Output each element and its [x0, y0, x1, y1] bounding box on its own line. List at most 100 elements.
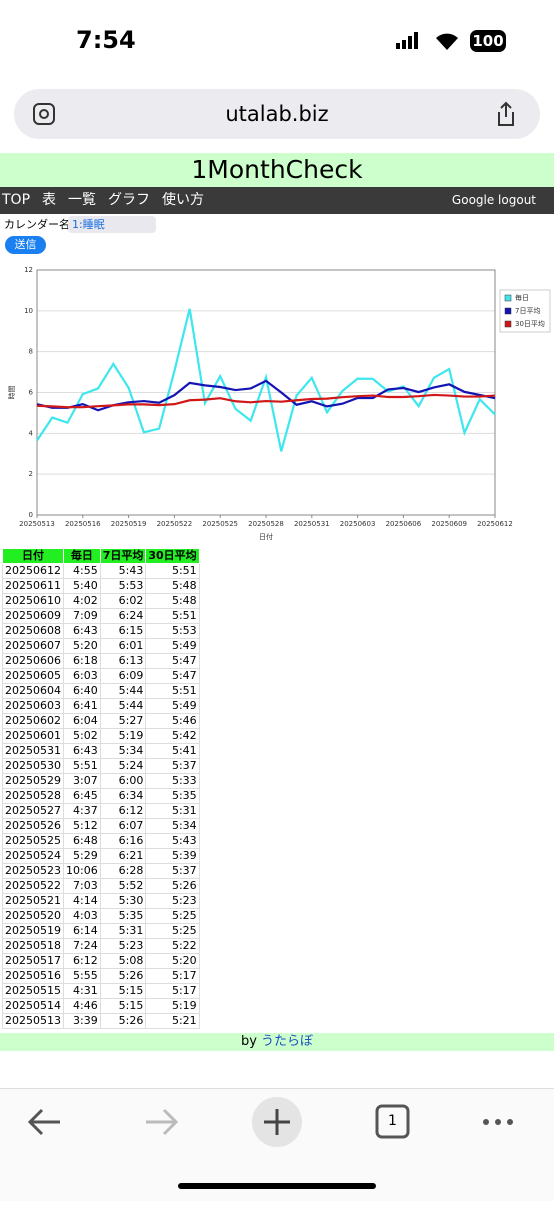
table-cell: 5:02 [63, 728, 101, 744]
table-cell: 6:02 [99, 593, 147, 609]
table-row: 20250518 7:24 5:23 5:22 [2, 938, 200, 954]
table-cell: 20250520 [2, 908, 64, 924]
data-table: 日付 毎日 7日平均 30日平均 20250612 4:55 5:43 5:51 2025061… [2, 548, 200, 1029]
table-cell: 3:07 [63, 773, 101, 789]
table-cell: 5:53 [145, 623, 200, 639]
table-cell: 5:22 [145, 938, 200, 954]
table-cell: 5:30 [99, 893, 147, 909]
table-row: 20250525 6:48 6:16 5:43 [2, 833, 200, 849]
table-cell: 6:00 [99, 773, 147, 789]
url[interactable]: utalab.biz [225, 102, 329, 126]
chart: 0 2 4 6 8 10 12 20250513 20250516 20250519 2025052… [8, 266, 551, 541]
table-cell: 5:34 [99, 743, 147, 759]
table-row: 20250609 7:09 6:24 5:51 [2, 608, 200, 624]
table-cell: 6:16 [99, 833, 147, 849]
table-cell: 20250517 [2, 953, 64, 969]
table-cell: 5:55 [63, 968, 101, 984]
table-cell: 5:47 [145, 668, 200, 684]
clock: 7:54 [76, 26, 136, 54]
table-cell: 5:47 [145, 653, 200, 669]
table-row: 20250601 5:02 5:19 5:42 [2, 728, 200, 744]
table-cell: 4:14 [63, 893, 101, 909]
table-cell: 5:40 [63, 578, 101, 594]
x-tick-label: 20250606 [386, 520, 422, 528]
table-cell: 20250513 [2, 1013, 64, 1029]
table-cell: 20250607 [2, 638, 64, 654]
table-row: 20250530 5:51 5:24 5:37 [2, 758, 200, 774]
table-row: 20250517 6:12 5:08 5:20 [2, 953, 200, 969]
submit-button[interactable]: 送信 [5, 236, 46, 254]
table-cell: 20250523 [2, 863, 64, 879]
table-cell: 5:48 [145, 593, 200, 609]
table-row: 20250516 5:55 5:26 5:17 [2, 968, 200, 984]
table-row: 20250528 6:45 6:34 5:35 [2, 788, 200, 804]
table-cell: 6:40 [63, 683, 101, 699]
nav-item[interactable]: 表 [42, 192, 57, 208]
column-header: 7日平均 [99, 548, 147, 564]
table-cell: 5:42 [145, 728, 200, 744]
nav-bar: TOP 表一覧 グラフ 使い方 Google logout [0, 187, 554, 214]
calendar-select[interactable]: 1:睡眠 [68, 216, 156, 233]
table-row: 20250519 6:14 5:31 5:25 [2, 923, 200, 939]
table-cell: 5:25 [145, 923, 200, 939]
table-cell: 5:35 [99, 908, 147, 924]
table-cell: 5:19 [99, 728, 147, 744]
table-cell: 5:12 [63, 818, 101, 834]
footer-link[interactable]: うたらぼ [261, 1034, 314, 1049]
table-cell: 20250606 [2, 653, 64, 669]
column-header: 毎日 [63, 548, 101, 564]
table-cell: 6:01 [99, 638, 147, 654]
table-cell: 5:17 [145, 968, 200, 984]
table-cell: 20250611 [2, 578, 64, 594]
nav-item[interactable]: 使い方 [162, 192, 205, 208]
table-cell: 5:33 [145, 773, 200, 789]
y-tick-label: 10 [24, 307, 33, 315]
legend-swatch [504, 320, 512, 328]
series-line [36, 308, 496, 452]
nav-item[interactable]: 一覧 [68, 192, 97, 208]
tab-count[interactable]: 1 [388, 1113, 397, 1129]
table-cell: 20250530 [2, 758, 64, 774]
footer-by: by [240, 1034, 257, 1049]
legend-swatch [504, 307, 512, 315]
table-row: 20250523 10:06 6:28 5:37 [2, 863, 200, 879]
table-row: 20250520 4:03 5:35 5:25 [2, 908, 200, 924]
table-row: 20250606 6:18 6:13 5:47 [2, 653, 200, 669]
table-row: 20250526 5:12 6:07 5:34 [2, 818, 200, 834]
table-cell: 6:41 [63, 698, 101, 714]
table-cell: 20250604 [2, 683, 64, 699]
table-cell: 10:06 [63, 863, 101, 879]
nav-item[interactable]: TOP [2, 192, 31, 208]
url-bar[interactable]: utalab.biz [14, 89, 540, 139]
lens-icon[interactable] [32, 102, 56, 126]
logout-link[interactable]: Google logout [451, 193, 536, 207]
table-cell: 6:12 [99, 803, 147, 819]
table-cell: 20250601 [2, 728, 64, 744]
x-tick-label: 20250522 [157, 520, 193, 528]
y-tick-label: 8 [29, 348, 33, 356]
table-cell: 5:27 [99, 713, 147, 729]
table-row: 20250605 6:03 6:09 5:47 [2, 668, 200, 684]
table-cell: 20250524 [2, 848, 64, 864]
table-cell: 5:51 [145, 683, 200, 699]
table-cell: 5:26 [99, 1013, 147, 1029]
share-icon[interactable] [494, 101, 518, 127]
table-cell: 5:08 [99, 953, 147, 969]
table-cell: 5:49 [145, 638, 200, 654]
table-cell: 20250516 [2, 968, 64, 984]
table-cell: 20250608 [2, 623, 64, 639]
table-cell: 4:37 [63, 803, 101, 819]
legend-swatch [504, 294, 512, 302]
table-cell: 6:28 [99, 863, 147, 879]
table-cell: 20250612 [2, 563, 64, 579]
table-cell: 4:03 [63, 908, 101, 924]
table-cell: 6:18 [63, 653, 101, 669]
table-cell: 5:15 [99, 983, 147, 999]
table-cell: 20250610 [2, 593, 64, 609]
y-tick-label: 12 [24, 266, 33, 274]
x-tick-label: 20250609 [431, 520, 467, 528]
table-cell: 4:46 [63, 998, 101, 1014]
nav-item[interactable]: グラフ [108, 192, 151, 208]
footer: by うたらぼ [0, 1033, 554, 1051]
table-cell: 6:12 [63, 953, 101, 969]
